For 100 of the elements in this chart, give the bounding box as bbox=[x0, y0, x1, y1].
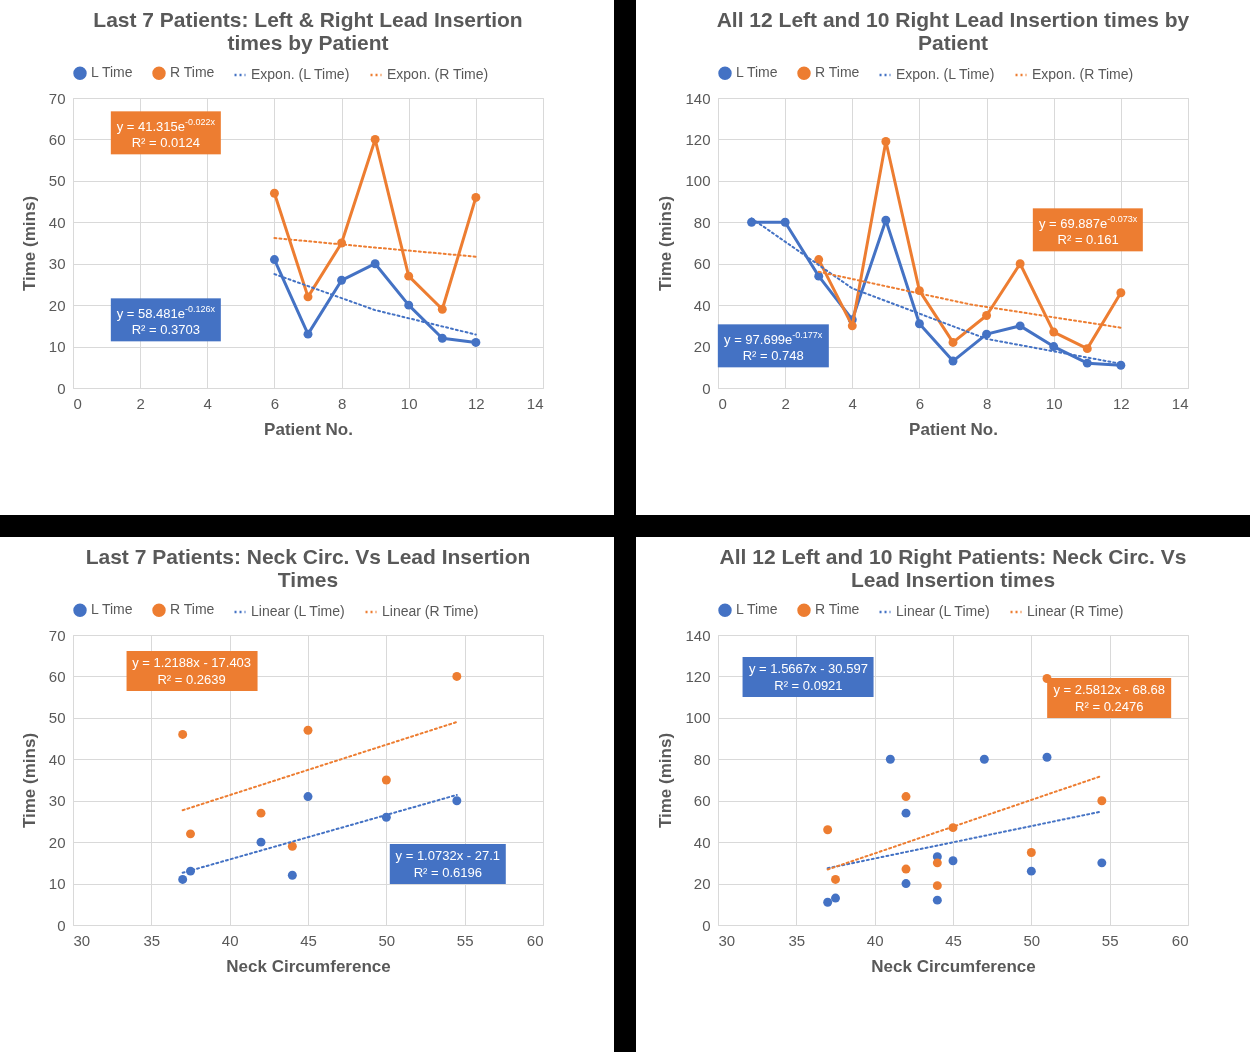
legend-label: R Time bbox=[815, 601, 860, 618]
x-tick-label: 2 bbox=[781, 394, 790, 412]
x-tick-label: 4 bbox=[203, 394, 212, 412]
legend-label: R Time bbox=[170, 64, 215, 81]
y-tick-label: 120 bbox=[685, 130, 711, 148]
y-tick-label: 120 bbox=[685, 667, 711, 685]
y-tick-label: 80 bbox=[693, 750, 711, 768]
point bbox=[1015, 321, 1025, 331]
annotation: y = 1.0732x - 27.1 R² = 0.6196 bbox=[389, 844, 507, 885]
x-tick-label: 14 bbox=[1171, 394, 1189, 412]
point bbox=[847, 321, 857, 331]
point bbox=[269, 188, 279, 198]
point bbox=[982, 329, 992, 339]
y-tick-label: 0 bbox=[702, 916, 711, 934]
y-tick-label: 50 bbox=[48, 172, 66, 190]
y-tick-label: 60 bbox=[693, 255, 711, 273]
x-tick-label: 6 bbox=[915, 394, 925, 412]
y-tick-label: 50 bbox=[48, 709, 66, 727]
y-tick-label: 20 bbox=[48, 833, 66, 851]
point bbox=[303, 292, 313, 302]
y-axis-title: Time (mins) bbox=[656, 732, 676, 829]
x-tick-label: 14 bbox=[526, 394, 544, 412]
y-tick-label: 0 bbox=[57, 916, 66, 934]
y-tick-label: 40 bbox=[693, 833, 711, 851]
x-tick-label: 4 bbox=[848, 394, 857, 412]
point bbox=[337, 275, 347, 285]
y-tick-label: 70 bbox=[48, 89, 66, 107]
x-tick-label: 30 bbox=[718, 931, 736, 949]
point bbox=[948, 356, 958, 366]
legend-label: R Time bbox=[815, 64, 860, 81]
x-tick-label: 0 bbox=[718, 394, 727, 412]
point bbox=[914, 319, 924, 329]
y-tick-label: 30 bbox=[48, 792, 66, 810]
chart-title: All 12 Left and 10 Right Patients: Neck Circ. Vs Lead Insertion times bbox=[719, 545, 1187, 591]
point bbox=[437, 333, 447, 343]
point bbox=[1049, 342, 1059, 352]
y-tick-label: 70 bbox=[48, 626, 66, 644]
x-tick-label: 10 bbox=[1045, 394, 1063, 412]
point bbox=[982, 311, 992, 320]
y-tick-label: 20 bbox=[693, 875, 711, 893]
annotation: y = 97.699e$^{-0.177x}$ R² = 0.748 bbox=[718, 324, 829, 368]
point bbox=[370, 259, 380, 269]
y-tick-label: 40 bbox=[693, 296, 711, 314]
x-axis-title: Patient No. bbox=[909, 419, 998, 439]
y-tick-label: 140 bbox=[685, 89, 711, 107]
y-axis-title: Time (mins) bbox=[656, 195, 676, 292]
point bbox=[1116, 288, 1126, 298]
point bbox=[881, 137, 891, 146]
legend-label: Linear (R Time) bbox=[1027, 603, 1124, 619]
legend-label: L Time bbox=[736, 601, 778, 618]
legend-label: L Time bbox=[736, 64, 778, 81]
y-tick-label: 20 bbox=[48, 296, 66, 314]
chart-title: Last 7 Patients: Left & Right Lead Insertion times by Patient bbox=[93, 8, 523, 54]
point bbox=[881, 215, 891, 225]
y-axis-title: Time (mins) bbox=[19, 732, 39, 829]
point bbox=[471, 192, 481, 202]
annotation: y = 2.5812x - 68.68 R² = 0.2476 bbox=[1047, 677, 1172, 718]
x-axis-title: Patient No. bbox=[264, 419, 353, 439]
x-tick-label: 50 bbox=[378, 931, 396, 949]
y-tick-label: 10 bbox=[48, 338, 66, 356]
point bbox=[814, 255, 824, 265]
legend-label: Linear (L Time) bbox=[896, 603, 990, 619]
y-tick-label: 80 bbox=[693, 213, 711, 231]
point bbox=[404, 300, 414, 310]
point bbox=[1082, 358, 1092, 368]
y-tick-label: 140 bbox=[685, 626, 711, 644]
legend-label: Expon. (L Time) bbox=[896, 66, 995, 82]
x-tick-label: 8 bbox=[982, 394, 992, 412]
legend-label: R Time bbox=[170, 601, 215, 618]
point bbox=[747, 217, 757, 227]
point bbox=[1082, 344, 1092, 354]
point bbox=[303, 329, 313, 339]
x-tick-label: 2 bbox=[136, 394, 145, 412]
point bbox=[471, 337, 481, 347]
x-tick-label: 60 bbox=[1171, 931, 1189, 949]
legend-label: Expon. (R Time) bbox=[1032, 66, 1134, 82]
point bbox=[1015, 259, 1025, 269]
x-tick-label: 12 bbox=[1113, 394, 1130, 412]
point bbox=[780, 217, 790, 227]
legend-label: L Time bbox=[91, 601, 133, 618]
y-tick-label: 20 bbox=[693, 338, 711, 356]
point bbox=[814, 271, 824, 281]
x-tick-label: 55 bbox=[1101, 931, 1119, 949]
y-tick-label: 10 bbox=[48, 875, 66, 893]
point bbox=[1049, 327, 1059, 337]
y-tick-label: 40 bbox=[48, 213, 66, 231]
x-tick-label: 60 bbox=[526, 931, 544, 949]
chart-title: All 12 Left and 10 Right Lead Insertion times by Patient bbox=[716, 8, 1190, 54]
x-tick-label: 45 bbox=[945, 931, 962, 949]
y-tick-label: 30 bbox=[48, 255, 66, 273]
x-tick-label: 40 bbox=[221, 931, 239, 949]
y-tick-label: 0 bbox=[57, 379, 66, 397]
x-tick-label: 45 bbox=[300, 931, 317, 949]
annotation: y = 69.887e$^{-0.073x}$ R² = 0.161 bbox=[1032, 208, 1144, 252]
point bbox=[948, 337, 958, 347]
x-tick-label: 40 bbox=[866, 931, 884, 949]
annotation: y = 1.2188x - 17.403 R² = 0.2639 bbox=[126, 650, 258, 691]
x-tick-label: 8 bbox=[337, 394, 347, 412]
y-tick-label: 100 bbox=[685, 709, 711, 727]
y-tick-label: 60 bbox=[48, 667, 66, 685]
